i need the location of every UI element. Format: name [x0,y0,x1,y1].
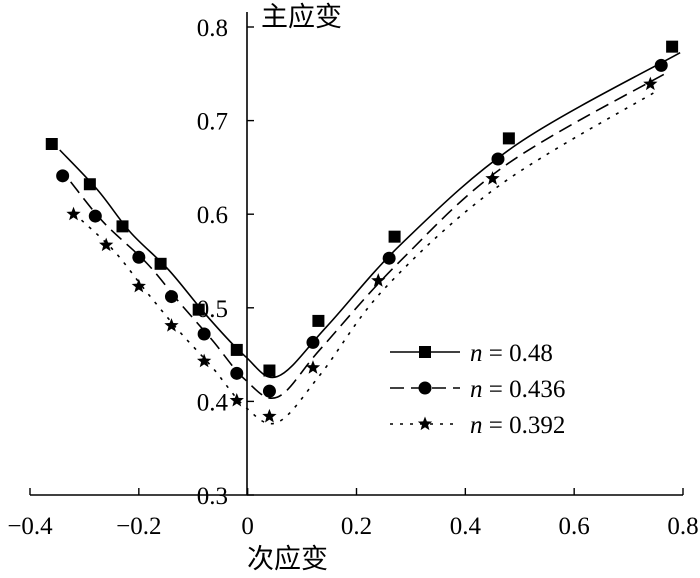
legend-label-1: n = 0.436 [470,376,565,403]
data-point-s1 [88,209,102,223]
data-point-s1 [56,169,70,183]
legend-label-2: n = 0.392 [470,412,565,439]
data-point-s2 [164,318,179,332]
x-tick-label: −0.2 [116,513,161,540]
data-point-s0 [116,220,129,233]
series-line-1 [70,70,670,400]
x-tick-label: 0.2 [341,513,372,540]
data-point-s1 [164,290,178,304]
series-line-2 [80,89,659,425]
data-point-s0 [45,138,58,150]
y-axis-title: 主应变 [261,2,342,33]
legend-marker-2 [417,416,433,431]
data-point-s1 [132,250,146,264]
y-tick-label: 0.7 [197,109,228,136]
legend-label-0: n = 0.48 [470,340,553,367]
data-point-s1 [230,366,244,380]
data-point-s0 [83,178,96,191]
legend-label-variable: n [470,376,483,403]
data-point-s2 [99,237,114,252]
y-tick-label: 0.4 [197,389,229,416]
data-point-s0 [192,303,205,316]
data-point-s0 [263,364,276,377]
y-tick-label: 0.6 [197,202,228,229]
series-curves [59,51,681,425]
series-markers [45,40,679,423]
data-point-s0 [154,257,167,270]
data-point-s0 [312,314,325,327]
y-tick-label: 0.8 [197,15,228,42]
series-line-0 [59,51,681,379]
data-point-s1 [306,335,320,349]
legend-label-value: = 0.392 [483,412,566,439]
data-point-s1 [491,152,505,166]
legend-label-variable: n [470,340,483,367]
data-point-s1 [197,327,211,341]
x-tick-label: 0.6 [559,513,590,540]
data-point-s2 [197,353,212,368]
legend-label-value: = 0.48 [483,340,553,367]
x-tick-label: 0.4 [450,513,482,540]
data-point-s2 [262,408,277,423]
axes: −0.4 −0.2 0 0.2 0.4 0.6 0.80.30.40.50.60.70.8 主… [7,2,698,575]
x-tick-label: 0.8 [667,513,698,540]
data-point-s2 [229,392,244,407]
data-point-s2 [305,360,321,374]
data-point-s2 [66,206,81,221]
x-tick-label: 0 [241,513,254,540]
data-point-s0 [230,343,243,356]
data-point-s2 [485,171,500,185]
data-point-s2 [371,273,386,287]
data-point-s2 [131,278,146,293]
data-point-s1 [262,384,276,398]
legend-marker-1 [418,381,432,395]
data-point-s1 [654,58,668,72]
y-tick-label: 0.3 [197,483,228,510]
data-point-s0 [388,230,401,243]
data-point-s2 [643,76,658,91]
data-point-s1 [382,251,396,265]
legend-label-value: = 0.436 [483,376,566,403]
legend-label-variable: n [470,412,483,439]
x-axis-title: 次应变 [247,544,328,575]
legend-marker-0 [419,346,431,358]
data-point-s0 [502,132,515,145]
x-tick-label: −0.4 [7,513,53,540]
data-point-s0 [666,40,679,53]
